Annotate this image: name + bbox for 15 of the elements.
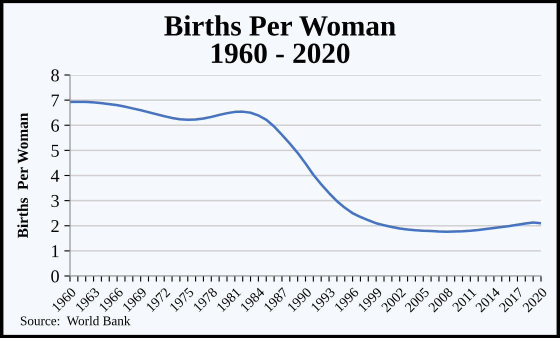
y-tick-label: 2 — [51, 220, 59, 232]
y-tick-label: 5 — [52, 144, 59, 157]
chart-title: Births Per Woman 1960 - 2020 — [164, 15, 396, 64]
x-tick-label: 2011 — [452, 287, 477, 312]
y-tick-label: 8 — [51, 69, 59, 82]
y-tick-label: 4 — [50, 170, 60, 182]
y-axis-title: Births Per Woman — [17, 112, 28, 238]
x-tick-label: 1981 — [216, 287, 242, 312]
y-tick-label: 6 — [51, 120, 60, 132]
y-tick-label: 3 — [51, 194, 59, 208]
source-note: Source: World Bank — [20, 316, 130, 326]
y-tick-label: 1 — [52, 245, 58, 258]
y-tick-label: 7 — [52, 94, 60, 106]
y-tick-label: 0 — [51, 270, 59, 282]
line-series — [70, 100, 541, 234]
